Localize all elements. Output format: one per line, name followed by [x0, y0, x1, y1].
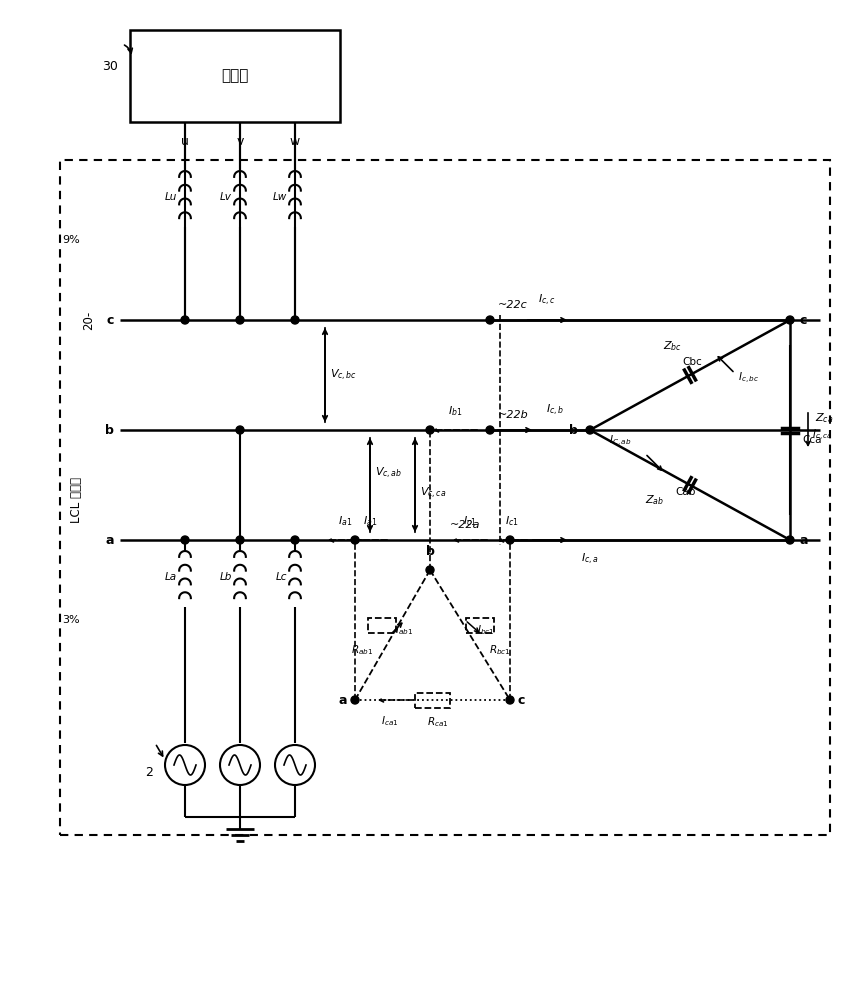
Text: c: c [107, 314, 114, 326]
Text: a: a [105, 534, 114, 546]
Text: $I_{a1}$: $I_{a1}$ [338, 514, 352, 528]
Text: $R_{ab1}$: $R_{ab1}$ [351, 643, 373, 657]
Circle shape [291, 316, 299, 324]
Text: $Z_{ca}$: $Z_{ca}$ [815, 411, 834, 425]
Text: La: La [165, 572, 177, 582]
Text: $I_{c,b}$: $I_{c,b}$ [546, 403, 564, 418]
Text: b: b [105, 424, 114, 436]
Text: $R_{bc1}$: $R_{bc1}$ [489, 643, 511, 657]
Text: $I_{ca1}$: $I_{ca1}$ [381, 714, 399, 728]
Text: c: c [518, 694, 526, 706]
Text: $V_{c,ca}$: $V_{c,ca}$ [420, 485, 446, 501]
Text: $R_{ca1}$: $R_{ca1}$ [426, 715, 449, 729]
Text: 整流器: 整流器 [222, 68, 249, 84]
Text: 2: 2 [146, 766, 153, 780]
Circle shape [236, 316, 244, 324]
Circle shape [506, 696, 514, 704]
Text: $I_{c1}$: $I_{c1}$ [463, 514, 477, 528]
Text: $I_{a1}$: $I_{a1}$ [363, 514, 377, 528]
Text: 20-: 20- [82, 310, 95, 330]
Circle shape [786, 316, 794, 324]
Bar [415, 692, 450, 708]
Text: ~22a: ~22a [450, 520, 480, 530]
Text: Lv: Lv [220, 192, 232, 202]
Text: $I_{c,ca}$: $I_{c,ca}$ [812, 427, 833, 443]
Text: w: w [290, 135, 300, 148]
Text: $V_{c,ab}$: $V_{c,ab}$ [375, 465, 402, 481]
Text: $Z_{bc}$: $Z_{bc}$ [663, 339, 681, 353]
Text: Cab: Cab [675, 487, 695, 497]
Circle shape [351, 536, 359, 544]
Circle shape [291, 536, 299, 544]
Circle shape [486, 316, 494, 324]
Text: $I_{bc1}$: $I_{bc1}$ [478, 623, 495, 637]
Circle shape [236, 426, 244, 434]
Circle shape [426, 426, 434, 434]
Text: $I_{c,bc}$: $I_{c,bc}$ [738, 370, 759, 386]
Text: Lb: Lb [220, 572, 232, 582]
Text: a: a [800, 534, 809, 546]
Bar [368, 617, 396, 633]
Circle shape [181, 536, 189, 544]
Text: ~22b: ~22b [498, 410, 529, 420]
Text: $Z_{ab}$: $Z_{ab}$ [645, 493, 664, 507]
Text: b: b [425, 545, 435, 558]
Text: Lw: Lw [273, 192, 287, 202]
Circle shape [351, 696, 359, 704]
Circle shape [786, 536, 794, 544]
Text: 30: 30 [102, 60, 118, 73]
Text: $I_{b1}$: $I_{b1}$ [448, 404, 462, 418]
Text: 9%: 9% [62, 235, 80, 245]
Text: $I_{c,a}$: $I_{c,a}$ [581, 552, 599, 567]
Circle shape [181, 316, 189, 324]
Circle shape [586, 426, 594, 434]
Circle shape [506, 536, 514, 544]
Text: b: b [569, 424, 578, 436]
Circle shape [236, 536, 244, 544]
Text: $I_{c1}$: $I_{c1}$ [505, 514, 519, 528]
Text: c: c [800, 314, 807, 326]
Text: $I_{c,c}$: $I_{c,c}$ [538, 293, 556, 308]
Text: $I_{C,ab}$: $I_{C,ab}$ [609, 433, 632, 448]
Text: ~22c: ~22c [498, 300, 528, 310]
Text: $V_{c,bc}$: $V_{c,bc}$ [330, 367, 357, 383]
Text: $I_{ab1}$: $I_{ab1}$ [395, 623, 413, 637]
Circle shape [486, 426, 494, 434]
Bar [466, 617, 494, 633]
Text: Lu: Lu [164, 192, 177, 202]
Text: a: a [338, 694, 347, 706]
Bar [60, 160, 830, 835]
Text: Cbc: Cbc [682, 357, 702, 367]
Text: LCL 滤波器: LCL 滤波器 [70, 477, 83, 523]
Text: Lc: Lc [276, 572, 287, 582]
Circle shape [426, 566, 434, 574]
Text: Cca: Cca [802, 435, 822, 445]
Text: u: u [181, 135, 189, 148]
Text: v: v [236, 135, 244, 148]
Text: 3%: 3% [62, 615, 80, 625]
Bar [130, 30, 340, 122]
